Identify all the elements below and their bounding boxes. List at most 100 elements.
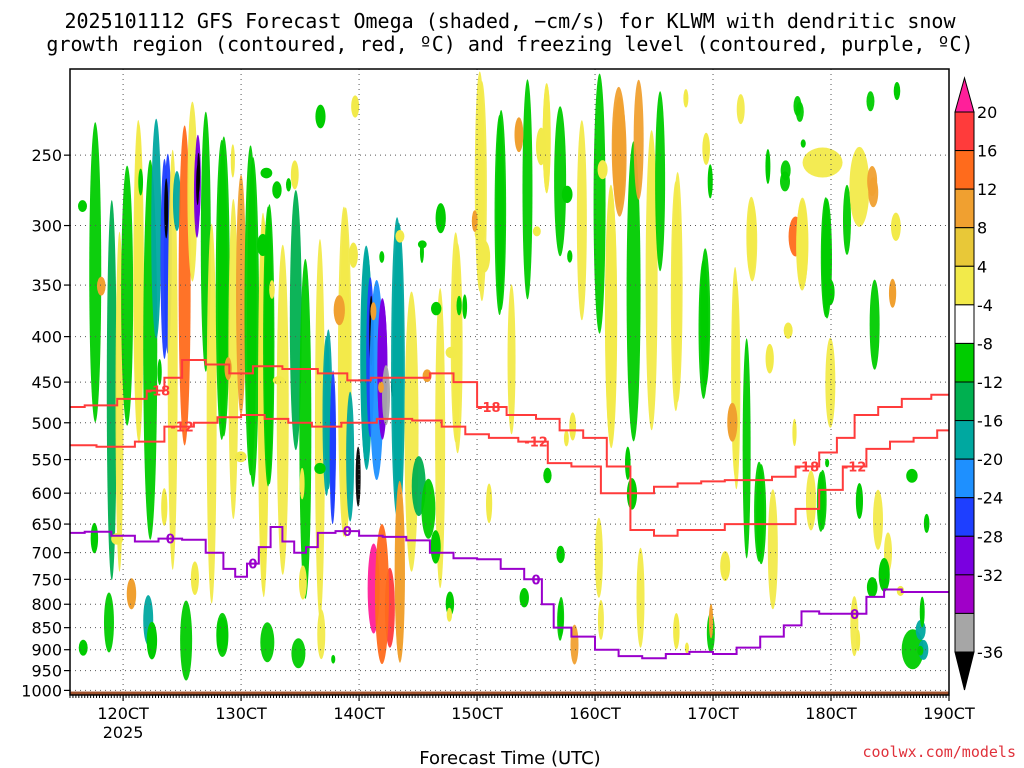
omega-shade-blob <box>452 243 463 454</box>
omega-shade-speck <box>683 89 689 108</box>
omega-shade-speck <box>272 181 282 199</box>
omega-shade-speck <box>435 203 446 234</box>
colorbar-label: -32 <box>977 566 1003 585</box>
colorbar-label: -28 <box>977 527 1003 546</box>
omega-shade-blob <box>228 199 239 520</box>
omega-shade-speck <box>556 545 565 564</box>
omega-shade-speck <box>878 557 890 592</box>
omega-shade-speck <box>462 294 468 320</box>
contour-label: 0 <box>166 533 175 548</box>
contour-label: -12 <box>843 461 867 476</box>
omega-shade-blob <box>317 609 326 660</box>
contour-line-minus18 <box>70 359 949 495</box>
y-tick-label: 850 <box>31 619 62 638</box>
y-tick-label: 700 <box>31 544 62 563</box>
colorbar-label: -36 <box>977 643 1003 662</box>
colorbar-segment <box>954 420 975 460</box>
contour-label: -12 <box>524 436 548 451</box>
omega-shade-speck <box>370 302 377 321</box>
omega-shade-blob <box>247 157 260 488</box>
colorbar-label: -16 <box>977 412 1003 431</box>
omega-shade-blob <box>187 101 198 282</box>
colorbar-segment <box>954 342 975 383</box>
omega-shade-blob <box>276 244 289 575</box>
omega-shade-speck <box>478 240 491 273</box>
omega-shade-blob <box>404 291 419 572</box>
omega-shade-speck <box>235 451 247 463</box>
omega-shade-speck <box>417 240 427 249</box>
omega-shade-speck <box>456 295 462 316</box>
omega-shade-blob <box>394 482 405 663</box>
colorbar-segment <box>954 458 975 499</box>
omega-shade-blob <box>594 517 603 598</box>
plot-area: -18 -18 -18 -12 -12 -12 0 0 0 0 0 <box>69 68 950 696</box>
ground-surface <box>70 691 949 695</box>
omega-shade-speck <box>891 212 901 241</box>
colorbar: 20 16 12 8 4 -4 -8 -12 -16 -20 -24 -28 -32 -36 <box>954 76 1003 691</box>
omega-shade-blob <box>754 461 765 562</box>
omega-shade-blob <box>421 478 436 539</box>
omega-shade-blob <box>507 284 516 435</box>
y-tick-label: 300 <box>31 217 62 236</box>
omega-shade-speck <box>471 210 478 232</box>
omega-shade-blob <box>747 201 758 282</box>
chart-title-line-2: growth region (contoured, red, ºC) and f… <box>46 32 973 56</box>
omega-shade-speck <box>315 104 326 129</box>
omega-shade-blob <box>672 172 683 403</box>
colorbar-segment <box>954 265 975 306</box>
omega-shade-speck <box>126 578 137 610</box>
omega-shade-speck <box>111 532 124 545</box>
colorbar-label: 8 <box>977 219 987 238</box>
omega-shade-speck <box>519 587 529 608</box>
omega-shade-blob <box>901 629 924 670</box>
omega-shade-blob <box>542 83 551 194</box>
omega-shade-speck <box>866 577 878 598</box>
omega-shade-blob <box>605 188 618 449</box>
omega-shade-speck <box>348 242 358 268</box>
omega-shade-blob <box>172 170 181 231</box>
omega-shade-speck <box>825 458 830 468</box>
y-tick-label: 350 <box>31 276 62 295</box>
omega-shade-speck <box>138 168 144 196</box>
omega-shade-speck <box>625 446 631 480</box>
omega-shade-speck <box>800 139 806 148</box>
y-tick-label: 950 <box>31 662 62 681</box>
omega-shade-speck <box>855 482 864 519</box>
omega-shade-speck <box>917 645 924 656</box>
x-tick-label: 130CT <box>215 704 267 723</box>
omega-shade-blob <box>818 469 827 530</box>
y-tick-label: 450 <box>31 373 62 392</box>
omega-shade-speck <box>351 95 360 118</box>
omega-shade-blob <box>633 79 644 200</box>
y-tick-label: 650 <box>31 515 62 534</box>
omega-shade-blob <box>655 91 666 272</box>
omega-shade-speck <box>825 278 835 306</box>
contour-line-minus12 <box>70 414 949 537</box>
y-tick-label: 800 <box>31 595 62 614</box>
x-axis-title: Forecast Time (UTC) <box>419 748 600 768</box>
colorbar-segment <box>954 574 975 614</box>
colorbar-top-arrow <box>954 76 975 113</box>
omega-shade-blob <box>289 190 302 451</box>
omega-shade-blob <box>700 248 711 389</box>
omega-shade-speck <box>567 250 573 263</box>
colorbar-label: -4 <box>977 296 993 315</box>
contour-label: -18 <box>477 401 501 416</box>
colorbar-label: -24 <box>977 489 1003 508</box>
omega-shade-blob <box>593 73 606 334</box>
omega-shade-speck <box>497 268 503 299</box>
omega-shade-blob <box>825 337 836 428</box>
omega-shade-speck <box>707 164 713 199</box>
colorbar-label: -20 <box>977 450 1003 469</box>
omega-shade-speck <box>563 430 569 447</box>
omega-shade-blob <box>374 524 389 665</box>
omega-shade-blob <box>322 335 331 496</box>
colorbar-label: -8 <box>977 334 993 353</box>
x-tick-label: 170CT <box>687 704 739 723</box>
y-tick-label: 600 <box>31 484 62 503</box>
omega-shade-blob <box>731 267 740 478</box>
omega-shade-speck <box>919 596 925 628</box>
colorbar-segment <box>954 227 975 267</box>
omega-shade-speck <box>96 276 106 296</box>
